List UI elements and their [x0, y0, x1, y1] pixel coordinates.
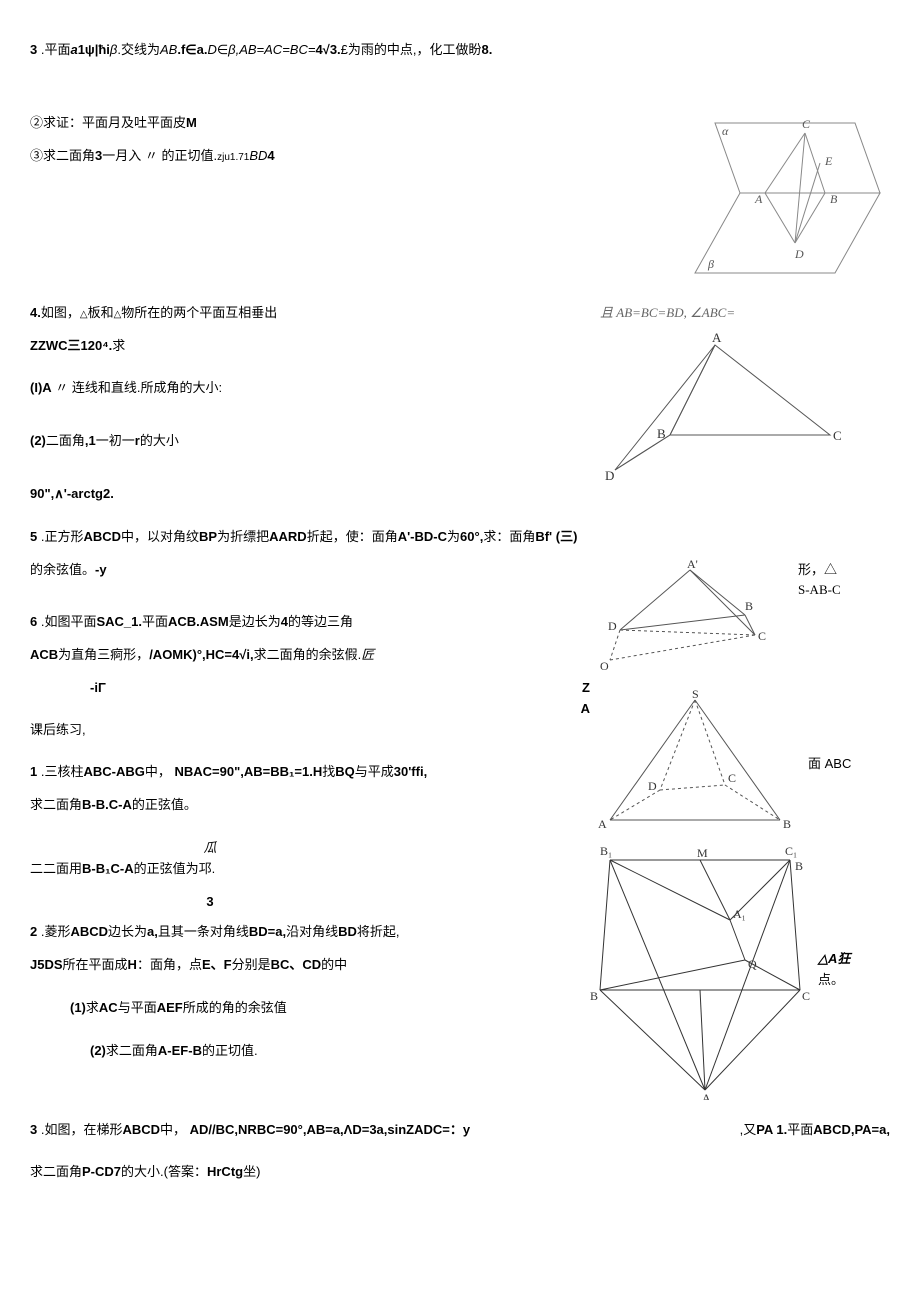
p1-side1: △A狂: [818, 949, 850, 970]
q4-figure: A B C D: [600, 330, 850, 490]
svg-text:A₁: A₁: [733, 907, 746, 921]
svg-text:A: A: [754, 192, 763, 206]
svg-text:B: B: [745, 599, 753, 613]
q6-figure: S A B C D: [590, 690, 800, 840]
p1-line1: 1 .三核柱ABC-ABG中， NBAC=90",AB=BB₁=1.H找BQ与平…: [30, 762, 590, 783]
q3-part2: ②求证：平面月及吐平面皮M: [30, 113, 690, 134]
svg-text:C: C: [833, 428, 842, 443]
svg-text:B₁: B₁: [600, 844, 612, 858]
p2-q1: (1)求AC与平面AEF所成的角的余弦值: [30, 998, 590, 1019]
svg-text:Q: Q: [748, 957, 757, 971]
svg-text:B: B: [830, 192, 838, 206]
q4-line1: 4.如图，△板和△物所在的两个平面互相垂出: [30, 303, 600, 324]
p1-frac-top: 瓜: [30, 838, 390, 859]
svg-text:D: D: [794, 247, 804, 261]
svg-text:S: S: [692, 690, 699, 701]
q6-footer: 课后练习,: [30, 720, 590, 741]
svg-text:B: B: [657, 426, 666, 441]
svg-text:D: D: [648, 779, 657, 793]
q3-figure: α β A B C D E: [690, 113, 890, 283]
svg-text:A': A': [687, 560, 698, 571]
p1-line2: 求二面角B-B.C-A的正弦值。: [30, 795, 590, 816]
svg-text:C: C: [728, 771, 736, 785]
p3-row: 3 .如图，在梯形ABCD中， AD//BC,NRBC=90°,AB=a,ΛD=…: [30, 1120, 890, 1153]
p2-line2: J5DS所在平面成H：面角，点E、F分别是BC、CD的中: [30, 955, 590, 976]
q4-p2: (2)二面角,1一初一r的大小: [30, 431, 600, 452]
q3-line1: 3 .平面a1ψ|ħiβ.交线为AB.f∈a.D∈β,AB=AC=BC=4√3.…: [30, 40, 890, 61]
svg-text:A: A: [598, 817, 607, 831]
p1-side2: 点。: [818, 970, 850, 991]
svg-text:A: A: [712, 330, 722, 345]
q6-a: A: [581, 701, 590, 716]
q4-p1: (I)A 〃 连线和直线.所成角的大小:: [30, 378, 600, 399]
svg-text:B: B: [795, 859, 803, 873]
q6-line3: -iΓ: [30, 678, 550, 699]
p3-right: ,又PA 1.平面ABCD,PA=a,: [740, 1120, 890, 1141]
svg-text:D: D: [605, 468, 614, 483]
p2-q2: (2)求二面角A-EF-B的正切值.: [30, 1041, 590, 1062]
p3-line2: 求二面角P-CD7的大小.(答案：HrCtg坐): [30, 1162, 890, 1183]
q5-side2: S-AB-C: [798, 580, 841, 601]
svg-text:β: β: [707, 257, 714, 271]
q5-line2: 的余弦值。-y: [30, 560, 590, 581]
q5-side1: 形，△: [798, 560, 841, 581]
q6-line2: ACB为直角三痾形，/AOMK)°,HC=4√i,求二面角的余弦假.匠: [30, 645, 590, 666]
svg-text:C₁: C₁: [785, 844, 797, 858]
svg-text:C: C: [802, 117, 811, 131]
q4-cond: 且 AB=BC=BD, ∠ABC=: [600, 303, 890, 324]
svg-text:A: A: [702, 1091, 711, 1100]
q3-body-row: ②求证：平面月及吐平面皮M ③求二面角3一月入 〃 的正切值.zju1.71BD…: [30, 113, 890, 283]
svg-text:O: O: [600, 659, 609, 673]
q5-row: 的余弦值。-y 6 .如图平面SAC_1.平面ACB.ASM是边长为4的等边三角…: [30, 560, 890, 1100]
p3-line1: 3 .如图，在梯形ABCD中， AD//BC,NRBC=90°,AB=a,ΛD=…: [30, 1120, 740, 1141]
q4-ans: 90",∧'-arctg2.: [30, 484, 600, 505]
p2-line1: 2 .菱形ABCD边长为a,且其一条对角线BD=a,沿对角线BD将折起,: [30, 922, 590, 943]
svg-text:M: M: [697, 846, 708, 860]
svg-text:B: B: [590, 989, 598, 1003]
svg-text:B: B: [783, 817, 791, 831]
q4-line2: ZZWC三120⁴.求: [30, 336, 600, 357]
svg-text:C: C: [758, 629, 766, 643]
q6-line1: 6 .如图平面SAC_1.平面ACB.ASM是边长为4的等边三角: [30, 612, 590, 633]
q5-line1: 5 .正方形ABCD中，以对角纹BP为折缥把AARD折起，使：面角A'-BD-C…: [30, 527, 890, 548]
q3-part3: ③求二面角3一月入 〃 的正切值.zju1.71BD4: [30, 146, 690, 167]
q6-side: 面 ABC: [800, 754, 851, 775]
q5-figure: A' B C D O: [590, 560, 790, 690]
svg-text:C: C: [802, 989, 810, 1003]
svg-text:E: E: [824, 154, 833, 168]
p1-ans: 二二面用B-B₁C-A的正弦值为邛.: [30, 859, 590, 880]
q6-z: Z: [582, 680, 590, 695]
svg-text:α: α: [722, 124, 729, 138]
svg-text:D: D: [608, 619, 617, 633]
p1-figure: B₁ C₁ B A₁ B C A Q M: [590, 840, 810, 1100]
p1-frac-bot: 3: [30, 892, 390, 913]
q4-row: 4.如图，△板和△物所在的两个平面互相垂出 ZZWC三120⁴.求 (I)A 〃…: [30, 303, 890, 517]
